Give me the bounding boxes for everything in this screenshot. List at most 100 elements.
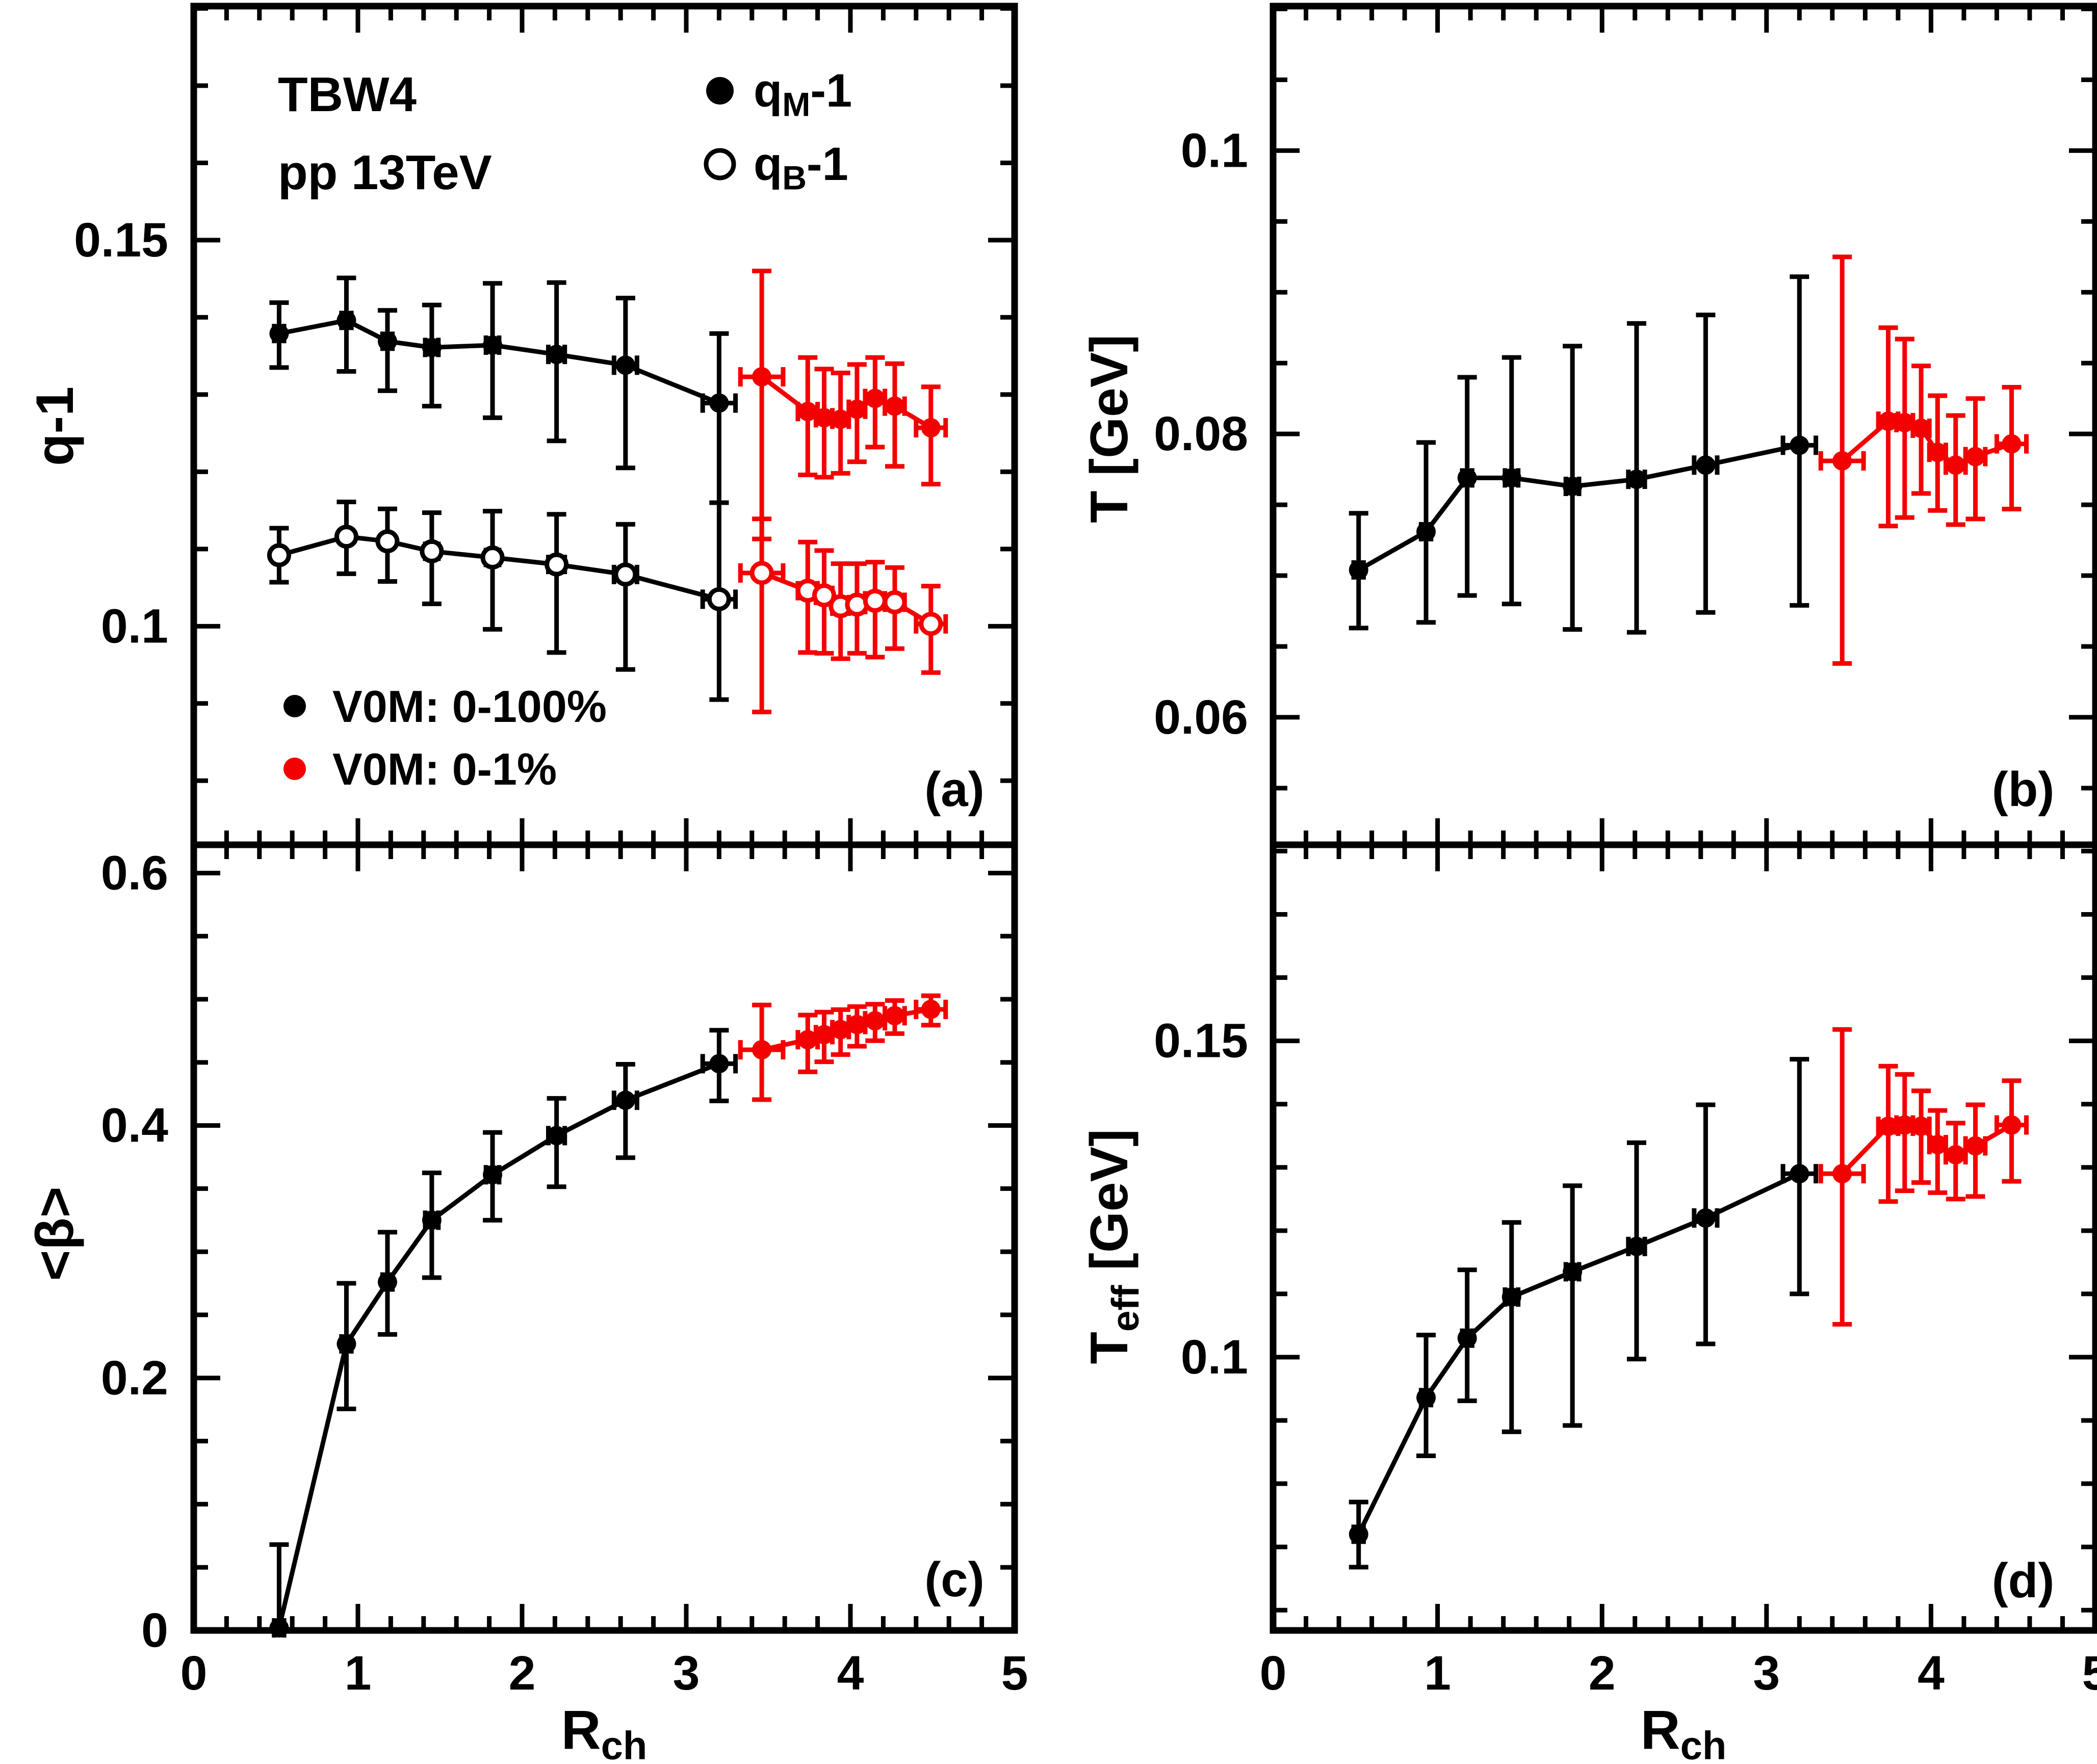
data-point-marker (752, 1040, 772, 1060)
panel-frame (1270, 841, 2097, 1634)
y-tick-label: 0 (141, 1603, 168, 1657)
series-Teff-V0M-0-100 (1349, 1057, 1819, 1570)
x-ticks (1271, 6, 2097, 845)
y-tick-label: 0.6 (101, 846, 168, 900)
data-point-marker (883, 590, 907, 614)
data-point-marker (1832, 451, 1852, 471)
data-point-marker (1911, 1117, 1931, 1136)
data-point-marker (2002, 434, 2022, 454)
x-tick-label: 3 (673, 1646, 700, 1700)
label-tbw4: TBW4 (278, 67, 417, 122)
data-point-marker (1563, 476, 1583, 496)
y-ticks (194, 870, 1015, 1633)
data-point-marker (2002, 1115, 2022, 1135)
legend-v0m-0-1: V0M: 0-1% (332, 744, 557, 794)
axis-title-rch-right: Rch (1641, 1699, 1727, 1764)
x-tick-label: 5 (1001, 1646, 1028, 1700)
axis-title-beta: <β> (25, 1187, 85, 1281)
data-point-marker (798, 1030, 818, 1050)
axis-title-Teff: Teff [GeV] (1080, 1129, 1147, 1364)
series-T-V0M-0-100 (1349, 274, 1819, 635)
series-qB-1-V0M-0-1 (738, 516, 948, 714)
data-point-marker (1563, 1262, 1583, 1282)
panel-a: 0.1 0.15 TBW4 pp 13TeV qM-1 qB-1 V0M: 0-100% V0… (25, 3, 1018, 848)
x-tick-label: 4 (837, 1646, 864, 1700)
series-beta-V0M-0-1 (738, 993, 948, 1102)
data-point-marker (863, 588, 887, 613)
data-point-marker (831, 409, 850, 429)
x-tick-label: 2 (509, 1646, 536, 1700)
panel-b: 0.06 0.08 0.1 T [GeV] (b) (1080, 3, 2097, 848)
series-line (1356, 1172, 1801, 1536)
series-line (277, 1061, 720, 1629)
panel-c: 0 1 2 3 4 5 0 0.2 0.4 0.6 <β> (c) Rch (25, 841, 1028, 1764)
data-point-marker (814, 408, 834, 428)
data-point-marker (752, 367, 772, 387)
data-point-marker (420, 539, 444, 563)
data-point-marker (547, 1126, 566, 1146)
data-point-marker (1928, 1135, 1948, 1155)
data-point-marker (1790, 1164, 1809, 1184)
data-point-marker (613, 562, 638, 587)
series-line (1357, 443, 1800, 572)
y-tick-label: 0.4 (101, 1099, 168, 1153)
data-point-marker (885, 1006, 904, 1026)
y-ticks (194, 6, 1015, 783)
data-point-marker (375, 529, 400, 554)
data-point-marker (921, 418, 941, 438)
data-point-marker (812, 583, 836, 608)
data-point-marker (545, 552, 569, 577)
data-point-marker (377, 1272, 397, 1292)
data-point-marker (1626, 1236, 1646, 1256)
x-tick-label: 0 (180, 1646, 208, 1700)
data-point-marker (267, 543, 291, 567)
legend-qb-marker-icon (704, 148, 736, 180)
axis-title-q-1: q-1 (25, 386, 85, 466)
panel-frame (1270, 3, 2097, 848)
legend-v0m-0-100-marker-icon (283, 695, 306, 717)
data-point-marker (847, 399, 867, 419)
data-point-marker (919, 612, 943, 636)
series-Teff-V0M-0-1 (1818, 1027, 2029, 1327)
data-point-marker (814, 1025, 834, 1045)
x-tick-label: 1 (1424, 1646, 1451, 1700)
data-point-marker (1626, 470, 1646, 489)
panel-letter-a: (a) (924, 762, 984, 817)
data-point-marker (1457, 1328, 1477, 1348)
data-point-marker (1928, 443, 1948, 462)
data-point-marker (377, 331, 397, 351)
data-point-marker (483, 335, 503, 355)
x-tick-label: 5 (2082, 1646, 2097, 1700)
data-point-marker (1416, 1388, 1436, 1408)
legend-v0m-0-1-marker-icon (283, 758, 306, 780)
data-point-marker (1911, 419, 1931, 438)
y-tick-label: 0.15 (1154, 1014, 1248, 1068)
series-T-V0M-0-1 (1818, 254, 2029, 666)
y-tick-label: 0.06 (1154, 690, 1248, 744)
panel-d: 0 1 2 3 4 5 0.1 0.15 Teff [GeV] (d) Rch (1080, 841, 2097, 1764)
axis-title-rch-left: Rch (561, 1699, 648, 1764)
data-point-marker (480, 546, 505, 570)
data-point-marker (865, 1011, 885, 1031)
data-point-marker (1457, 468, 1477, 488)
data-point-marker (847, 1015, 867, 1034)
data-point-marker (615, 1091, 635, 1110)
x-tick-label: 2 (1589, 1646, 1616, 1700)
data-point-marker (1349, 560, 1368, 580)
x-tick-label: 0 (1260, 1646, 1287, 1700)
legend-v0m-0-100: V0M: 0-100% (332, 681, 607, 732)
data-point-marker (831, 1020, 850, 1040)
data-point-marker (1965, 447, 1985, 466)
legend-qm-marker-icon (706, 77, 734, 105)
data-point-marker (865, 388, 885, 408)
data-point-marker (1895, 1115, 1914, 1135)
data-point-marker (885, 396, 904, 416)
y-tick-label: 0.15 (74, 213, 168, 267)
data-point-marker (1790, 435, 1809, 455)
label-pp13tev: pp 13TeV (278, 145, 492, 200)
series-qM-1-V0M-0-100 (269, 275, 738, 505)
data-point-marker (547, 345, 566, 365)
series-beta-V0M-0-100 (269, 1028, 738, 1638)
data-point-marker (1878, 1117, 1898, 1136)
data-point-marker (1501, 468, 1521, 488)
